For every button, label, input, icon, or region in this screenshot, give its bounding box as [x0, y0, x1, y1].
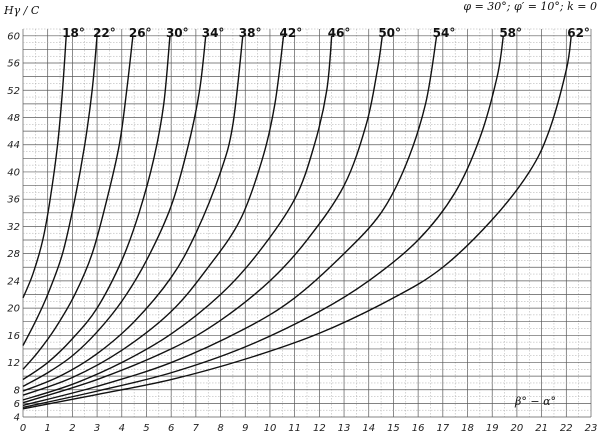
x-tick-label: 11: [288, 423, 301, 434]
series-line-26deg: [22, 35, 134, 370]
series-label-42deg: 42°: [280, 26, 303, 40]
x-tick-label: 10: [264, 423, 277, 434]
x-tick-label: 17: [436, 423, 449, 434]
series-line-46deg: [22, 35, 333, 401]
series-label-26deg: 26°: [129, 26, 152, 40]
x-tick-label: 4: [119, 423, 125, 434]
series-line-22deg: [22, 35, 98, 346]
series-label-34deg: 34°: [202, 26, 225, 40]
y-tick-label: 20: [7, 304, 20, 315]
x-tick-label: 5: [143, 423, 149, 434]
x-tick-label: 21: [535, 423, 548, 434]
x-tick-label: 3: [94, 423, 100, 434]
x-tick-label: 1: [45, 423, 51, 434]
x-tick-label: 6: [168, 423, 174, 434]
y-tick-label: 56: [7, 59, 20, 70]
y-tick-label: 48: [7, 113, 20, 124]
series-label-22deg: 22°: [93, 26, 116, 40]
x-tick-label: 2: [69, 423, 75, 434]
chart-curve-labels: 18° 22° 26° 30° 34° 38° 42° 46° 50° 54° 58° 62°: [62, 26, 590, 40]
x-tick-label: 8: [217, 423, 223, 434]
series-label-54deg: 54°: [433, 26, 456, 40]
y-tick-label: 32: [7, 222, 20, 233]
series-line-34deg: [22, 35, 207, 387]
y-tick-label: 40: [7, 167, 20, 178]
x-tick-label: 18: [461, 423, 474, 434]
series-label-38deg: 38°: [239, 26, 262, 40]
series-line-58deg: [22, 35, 505, 409]
x-tick-label: 14: [362, 423, 375, 434]
y-tick-label: 4: [14, 413, 20, 424]
x-tick-label: 19: [486, 423, 499, 434]
chart-curves: [22, 35, 572, 410]
y-tick-label: 8: [14, 385, 20, 396]
series-label-46deg: 46°: [328, 26, 351, 40]
x-tick-label: 15: [387, 423, 400, 434]
y-tick-label: 28: [7, 249, 20, 260]
y-tick-label: 52: [7, 86, 20, 97]
x-tick-label: 12: [313, 423, 326, 434]
series-line-18deg: [22, 35, 67, 299]
x-tick-label: 0: [20, 423, 26, 434]
parameters-label: φ = 30°; φ′ = 10°; k = 0: [463, 0, 597, 13]
series-line-38deg: [22, 35, 244, 392]
x-tick-label: 9: [242, 423, 248, 434]
chart-ticks: 0 1 2 3 4 5 6 7 8 9 10 11 12 13 14 15 16 17 18 19 20 21 22 2346…: [7, 31, 597, 434]
x-tick-label: 16: [412, 423, 425, 434]
x-axis-title: β° − α°: [514, 395, 556, 408]
y-tick-label: 12: [7, 358, 20, 369]
y-tick-label: 24: [7, 276, 20, 287]
series-label-18deg: 18°: [62, 26, 85, 40]
y-axis-title: Hγ / C: [3, 4, 40, 17]
series-line-50deg: [22, 35, 384, 404]
series-label-62deg: 62°: [567, 26, 590, 40]
series-line-62deg: [22, 35, 572, 410]
series-label-30deg: 30°: [166, 26, 189, 40]
y-tick-label: 60: [7, 31, 20, 42]
series-line-30deg: [22, 35, 171, 381]
series-line-54deg: [22, 35, 438, 407]
x-tick-label: 13: [338, 423, 351, 434]
y-tick-label: 6: [14, 399, 20, 410]
series-label-50deg: 50°: [378, 26, 401, 40]
x-tick-label: 22: [560, 423, 573, 434]
x-tick-label: 20: [511, 423, 524, 434]
y-tick-label: 36: [7, 195, 20, 206]
y-tick-label: 16: [7, 331, 20, 342]
series-line-42deg: [22, 35, 285, 396]
series-label-58deg: 58°: [499, 26, 522, 40]
x-tick-label: 7: [193, 423, 200, 434]
y-tick-label: 44: [7, 140, 20, 151]
x-tick-label: 23: [585, 423, 598, 434]
